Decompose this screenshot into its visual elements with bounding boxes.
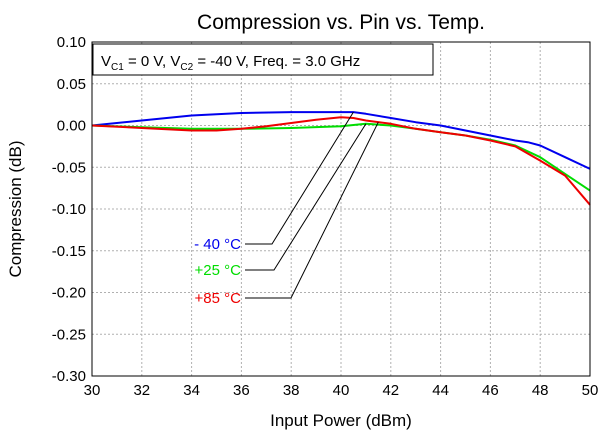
legend-label-0: - 40 °C [194, 236, 241, 253]
grid-layer [92, 42, 590, 376]
x-axis-label: Input Power (dBm) [270, 411, 412, 430]
vc2-rest: = -40 V, Freq. = 3.0 GHz [193, 53, 360, 70]
series-line-0 [91, 111, 591, 170]
y-axis-label: Compression (dB) [6, 141, 25, 278]
vc1-value: = 0 V, V [124, 53, 181, 70]
x-tick-label: 50 [582, 382, 599, 399]
series-line-2 [91, 116, 591, 206]
x-tick-label: 42 [382, 382, 399, 399]
y-tick-label: -0.15 [52, 243, 86, 260]
x-tick-label: 48 [532, 382, 549, 399]
y-tick-label: -0.05 [52, 159, 86, 176]
y-tick-label: -0.20 [52, 285, 86, 302]
x-tick-label: 34 [183, 382, 200, 399]
y-tick-label: 0.10 [57, 34, 86, 51]
y-tick-label: -0.30 [52, 368, 86, 385]
conditions-box [92, 43, 434, 76]
plot-frame [91, 41, 591, 377]
x-tick-label: 46 [482, 382, 499, 399]
leader-line-1 [245, 123, 367, 271]
vc2-sub: C2 [180, 62, 193, 73]
tick-layer: 30 32 34 36 38 40 42 44 46 48 50 0.10 0.05 0.00 -0.05 -… [52, 34, 599, 399]
leader-line-0 [245, 111, 354, 245]
vc1-sub: C1 [111, 62, 124, 73]
legend-label-1: +25 °C [195, 262, 242, 279]
y-tick-label: -0.25 [52, 326, 86, 343]
x-tick-label: 44 [432, 382, 449, 399]
vc1-prefix: V [101, 53, 111, 70]
conditions-text: VC1 = 0 V, VC2 = -40 V, Freq. = 3.0 GHz [101, 53, 360, 73]
legend-layer: - 40 °C +25 °C +85 °C [194, 236, 241, 307]
leader-layer [245, 111, 379, 299]
x-tick-label: 38 [283, 382, 300, 399]
chart-title: Compression vs. Pin vs. Temp. [197, 11, 485, 34]
series-layer [91, 111, 591, 206]
series-line-1 [91, 122, 591, 192]
y-tick-label: -0.10 [52, 201, 86, 218]
y-tick-label: 0.00 [57, 118, 86, 135]
x-tick-label: 30 [84, 382, 101, 399]
x-tick-label: 36 [233, 382, 250, 399]
legend-label-2: +85 °C [195, 290, 242, 307]
x-tick-label: 40 [333, 382, 350, 399]
x-tick-label: 32 [133, 382, 150, 399]
y-tick-label: 0.05 [57, 76, 86, 93]
leader-line-2 [245, 121, 379, 299]
